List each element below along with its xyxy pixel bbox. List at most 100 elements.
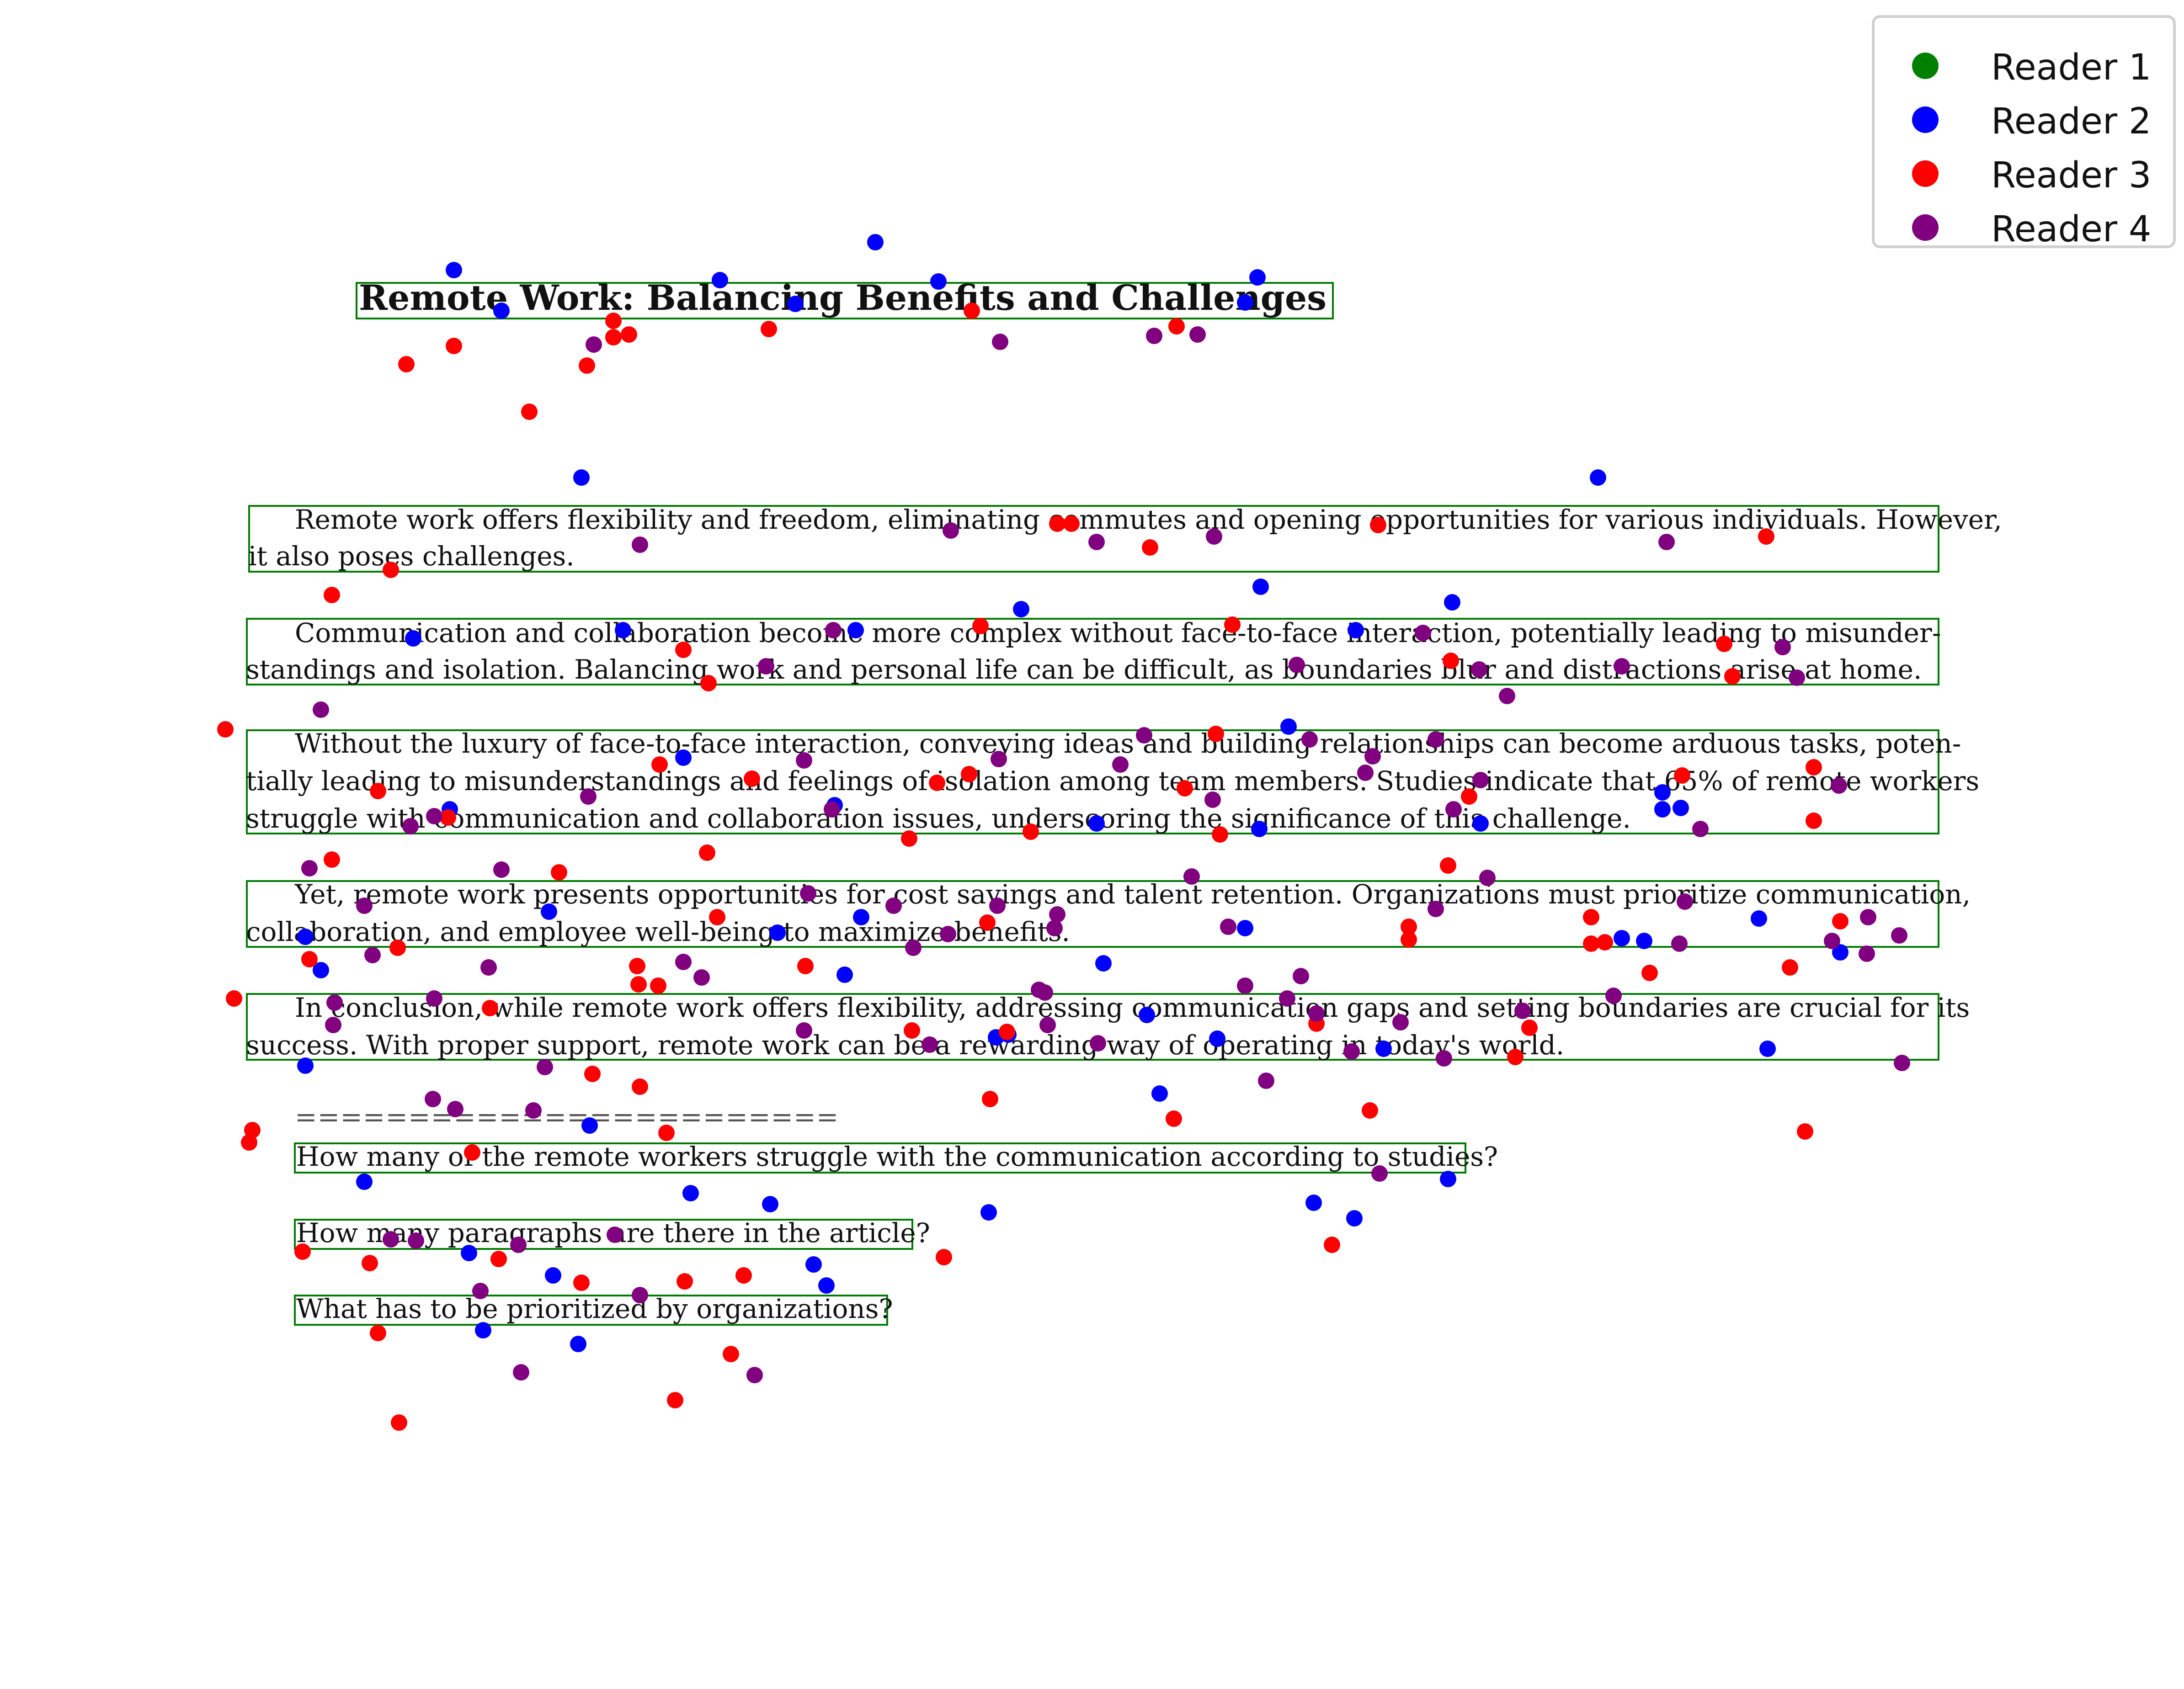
gaze-dot-reader-3 <box>482 1000 498 1016</box>
gaze-dot-reader-3 <box>650 977 666 994</box>
gaze-dot-reader-3 <box>1716 636 1732 652</box>
paragraph-5-box <box>246 993 1939 1061</box>
gaze-dot-reader-4 <box>1860 909 1876 925</box>
gaze-dot-reader-2 <box>712 272 728 288</box>
gaze-dot-reader-3 <box>605 313 622 329</box>
gaze-dot-reader-4 <box>1279 990 1295 1007</box>
gaze-dot-reader-3 <box>398 356 415 372</box>
gaze-dot-reader-4 <box>992 334 1008 350</box>
gaze-dot-reader-3 <box>699 844 715 861</box>
gaze-dot-reader-2 <box>1139 1007 1155 1023</box>
gaze-dot-reader-2 <box>805 1256 822 1273</box>
gaze-dot-reader-4 <box>1479 870 1496 886</box>
gaze-dot-reader-3 <box>1166 1110 1182 1127</box>
gaze-dot-reader-4 <box>301 860 318 876</box>
gaze-dot-reader-4 <box>1428 731 1444 748</box>
gaze-dot-reader-3 <box>362 1255 378 1271</box>
gaze-dot-reader-3 <box>1324 1237 1340 1253</box>
question-1: How many of the remote workers struggle … <box>296 1141 1498 1172</box>
gaze-dot-reader-2 <box>1590 469 1606 486</box>
gaze-dot-reader-3 <box>651 756 668 773</box>
paragraph-1-box <box>248 505 1939 573</box>
gaze-dot-reader-3 <box>629 958 645 974</box>
gaze-dot-reader-3 <box>621 326 637 343</box>
gaze-dot-reader-3 <box>675 642 692 658</box>
gaze-dot-reader-3 <box>1782 959 1798 976</box>
gaze-dot-reader-4 <box>607 1227 623 1243</box>
gaze-dot-reader-3 <box>961 766 977 782</box>
gaze-dot-reader-3 <box>1370 517 1386 533</box>
gaze-dot-reader-4 <box>824 801 840 818</box>
gaze-dot-reader-2 <box>1088 815 1105 832</box>
gaze-dot-reader-4 <box>1189 326 1206 343</box>
gaze-dot-reader-3 <box>1806 759 1822 775</box>
gaze-dot-reader-3 <box>1362 1102 1378 1119</box>
gaze-dot-reader-4 <box>325 1017 341 1033</box>
gaze-dot-reader-2 <box>615 622 631 638</box>
gaze-dot-reader-4 <box>1343 1043 1360 1060</box>
paragraph-3-box <box>246 729 1939 834</box>
gaze-dot-reader-2 <box>493 303 510 319</box>
gaze-dot-reader-4 <box>1514 1003 1531 1019</box>
gaze-dot-reader-3 <box>709 909 725 925</box>
gaze-dot-reader-3 <box>605 329 622 345</box>
gaze-dot-reader-4 <box>472 1283 489 1299</box>
separator-line: ======================== <box>295 1101 839 1132</box>
gaze-dot-reader-2 <box>1636 933 1652 949</box>
gaze-dot-reader-4 <box>1891 927 1907 944</box>
gaze-dot-reader-4 <box>1146 328 1162 344</box>
gaze-dot-reader-4 <box>1088 534 1105 550</box>
gaze-dot-reader-3 <box>1641 965 1658 981</box>
gaze-dot-reader-4 <box>1037 984 1053 1001</box>
gaze-dot-reader-4 <box>1112 756 1129 773</box>
gaze-dot-reader-4 <box>1671 935 1688 952</box>
gaze-dot-reader-3 <box>982 1091 998 1107</box>
gaze-dot-reader-2 <box>980 1204 997 1221</box>
gaze-dot-reader-3 <box>700 675 717 691</box>
gaze-dot-reader-3 <box>1063 515 1080 532</box>
gaze-dot-reader-2 <box>787 296 804 312</box>
paragraph-2-box <box>246 618 1939 685</box>
gaze-dot-reader-3 <box>677 1273 693 1290</box>
gaze-dot-reader-4 <box>1046 920 1063 936</box>
gaze-dot-reader-3 <box>904 1022 920 1039</box>
gaze-dot-reader-2 <box>545 1267 561 1284</box>
gaze-dot-reader-2 <box>930 273 947 290</box>
gaze-dot-reader-4 <box>632 1287 648 1303</box>
gaze-dot-reader-3 <box>217 721 234 738</box>
gaze-dot-reader-2 <box>1249 269 1266 286</box>
gaze-dot-reader-4 <box>525 1102 542 1119</box>
gaze-dot-reader-4 <box>537 1059 553 1075</box>
gaze-dot-reader-3 <box>1724 668 1741 685</box>
gaze-dot-reader-2 <box>1346 1210 1363 1227</box>
gaze-dot-reader-2 <box>541 903 557 920</box>
gaze-dot-reader-4 <box>447 1101 463 1117</box>
gaze-dot-reader-3 <box>1521 1020 1538 1036</box>
gaze-dot-reader-4 <box>1445 801 1462 818</box>
gaze-dot-reader-2 <box>1280 718 1297 735</box>
legend-item-reader-1: Reader 1 <box>1875 39 2173 93</box>
gaze-dot-reader-3 <box>370 783 386 799</box>
question-1-box <box>294 1142 1466 1174</box>
gaze-dot-reader-3 <box>1443 653 1459 669</box>
gaze-dot-reader-4 <box>1605 988 1622 1004</box>
gaze-dot-reader-4 <box>746 1367 763 1383</box>
gaze-dot-reader-2 <box>581 1117 598 1134</box>
gaze-dot-reader-4 <box>513 1364 529 1381</box>
gaze-dot-reader-2 <box>1759 1041 1776 1057</box>
gaze-dot-reader-3 <box>573 1275 590 1291</box>
gaze-dot-reader-2 <box>1251 821 1268 837</box>
legend-label-reader-1: Reader 1 <box>1991 47 2152 88</box>
gaze-dot-reader-2 <box>1654 801 1671 818</box>
legend-label-reader-2: Reader 2 <box>1991 101 2152 142</box>
gaze-dot-reader-4 <box>1237 977 1253 994</box>
gaze-dot-reader-4 <box>922 1036 938 1053</box>
gaze-dot-reader-3 <box>521 404 538 420</box>
gaze-dot-reader-4 <box>1894 1055 1910 1071</box>
gaze-dot-reader-4 <box>943 522 959 539</box>
gaze-dot-reader-2 <box>1444 594 1460 611</box>
paragraph-5-line-1: In conclusion, while remote work offers … <box>295 992 1970 1023</box>
gaze-dot-reader-3 <box>1208 726 1224 742</box>
gaze-dot-reader-3 <box>490 1251 507 1267</box>
gaze-dot-reader-3 <box>226 990 242 1007</box>
